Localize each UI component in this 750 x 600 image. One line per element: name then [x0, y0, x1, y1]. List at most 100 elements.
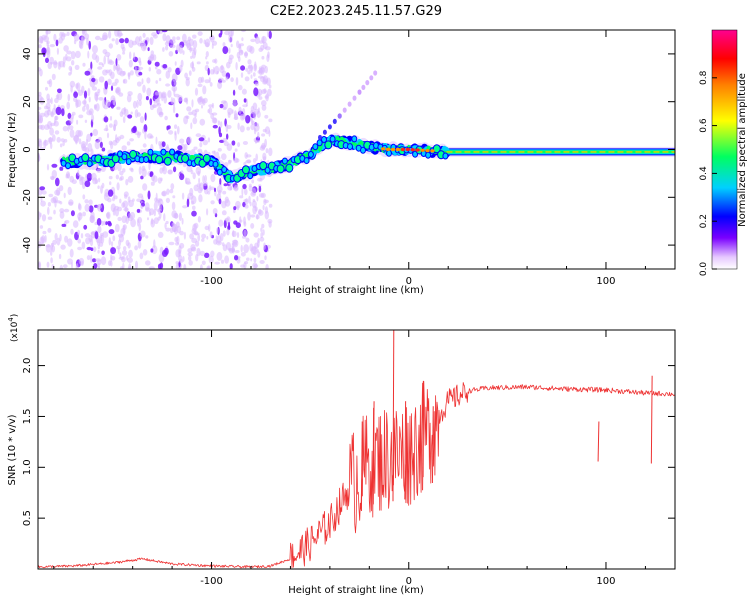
noise-speck: [157, 177, 162, 184]
noise-speck: [207, 67, 210, 76]
noise-speck: [197, 216, 201, 223]
noise-speck: [60, 138, 65, 142]
noise-speck: [165, 197, 170, 204]
noise-speck: [147, 47, 150, 52]
noise-speck: [116, 54, 122, 61]
noise-speck: [253, 127, 257, 135]
noise-speck: [124, 37, 129, 44]
spectral-ridge-core: [428, 150, 675, 153]
noise-speck: [142, 183, 148, 191]
noise-speck: [247, 65, 251, 69]
noise-speck: [258, 185, 262, 193]
noise-speck: [157, 208, 160, 215]
noise-speck: [194, 87, 199, 96]
noise-speck: [162, 33, 167, 42]
noise-speck: [201, 260, 206, 266]
noise-speck: [115, 87, 120, 93]
noise-speck: [55, 39, 59, 47]
noise-speck: [216, 227, 219, 234]
noise-speck: [43, 141, 47, 149]
noise-speck: [142, 128, 145, 134]
noise-speck: [222, 190, 227, 195]
noise-speck: [233, 206, 237, 211]
noise-speck: [220, 30, 223, 36]
noise-speck: [214, 65, 220, 75]
noise-speck: [109, 116, 113, 121]
noise-speck: [151, 245, 158, 255]
noise-speck: [97, 249, 100, 254]
noise-speck: [236, 232, 240, 238]
noise-speck: [186, 198, 190, 208]
noise-speck: [245, 160, 252, 164]
noise-speck: [216, 251, 223, 261]
noise-speck: [222, 46, 229, 55]
noise-speck: [103, 116, 109, 123]
noise-speck: [249, 46, 255, 54]
noise-speck: [147, 56, 154, 62]
snr-spike: [422, 380, 424, 491]
noise-speck: [149, 171, 154, 177]
noise-speck: [176, 36, 181, 41]
noise-speck: [45, 30, 49, 37]
noise-speck: [113, 123, 116, 132]
noise-speck: [254, 206, 258, 212]
noise-speck: [49, 56, 54, 64]
noise-speck: [243, 229, 247, 237]
noise-speck: [137, 132, 141, 139]
noise-speck: [199, 118, 206, 126]
noise-speck: [117, 216, 122, 222]
noise-speck: [152, 104, 158, 108]
noise-speck: [43, 35, 50, 43]
noise-speck: [175, 113, 179, 118]
ridge-peak-spot: [425, 149, 430, 153]
noise-speck: [220, 64, 224, 71]
noise-speck: [243, 221, 247, 227]
noise-speck: [125, 179, 129, 186]
ridge-blob: [241, 165, 250, 175]
noise-speck: [250, 64, 253, 73]
noise-speck: [188, 111, 193, 116]
noise-speck: [229, 263, 233, 269]
noise-speck: [232, 89, 236, 96]
noise-speck: [97, 66, 103, 70]
noise-speck: [250, 124, 255, 131]
snr-ticks: -100 0 100 0.5 1.0 1.5 2.0: [22, 330, 675, 587]
noise-speck: [236, 205, 240, 211]
noise-speck: [61, 33, 67, 37]
noise-speck: [108, 43, 114, 49]
noise-speck: [266, 54, 270, 62]
branch-speck: [332, 118, 337, 124]
colorbar-tick-label: 0.0: [699, 262, 709, 277]
noise-speck: [205, 51, 209, 58]
noise-speck: [165, 220, 169, 225]
noise-speck: [62, 264, 68, 269]
noise-speck: [38, 261, 42, 269]
noise-speck: [127, 114, 133, 119]
ridge-peak-spot: [400, 147, 405, 152]
noise-speck: [221, 210, 227, 216]
noise-speck: [190, 169, 194, 175]
noise-speck: [111, 38, 115, 42]
noise-speck: [228, 34, 233, 43]
noise-speck: [202, 98, 206, 106]
noise-speck: [226, 229, 230, 236]
noise-speck: [127, 72, 131, 77]
noise-speck: [261, 64, 267, 70]
noise-speck: [234, 148, 238, 152]
noise-speck: [82, 146, 87, 152]
noise-speck: [77, 246, 83, 251]
noise-speck: [121, 145, 127, 151]
colorbar-label: Normalized spectral amplitude: [737, 73, 748, 227]
noise-speck: [51, 163, 58, 168]
noise-speck: [77, 229, 81, 236]
noise-speck: [251, 120, 255, 126]
noise-speck: [240, 244, 243, 253]
noise-speck: [108, 59, 113, 64]
noise-speck: [80, 261, 84, 266]
noise-speck: [67, 112, 72, 119]
noise-speck: [54, 233, 58, 241]
noise-speck: [48, 193, 54, 198]
noise-speck: [172, 195, 176, 199]
noise-speck: [137, 92, 143, 102]
noise-speck: [40, 36, 44, 44]
